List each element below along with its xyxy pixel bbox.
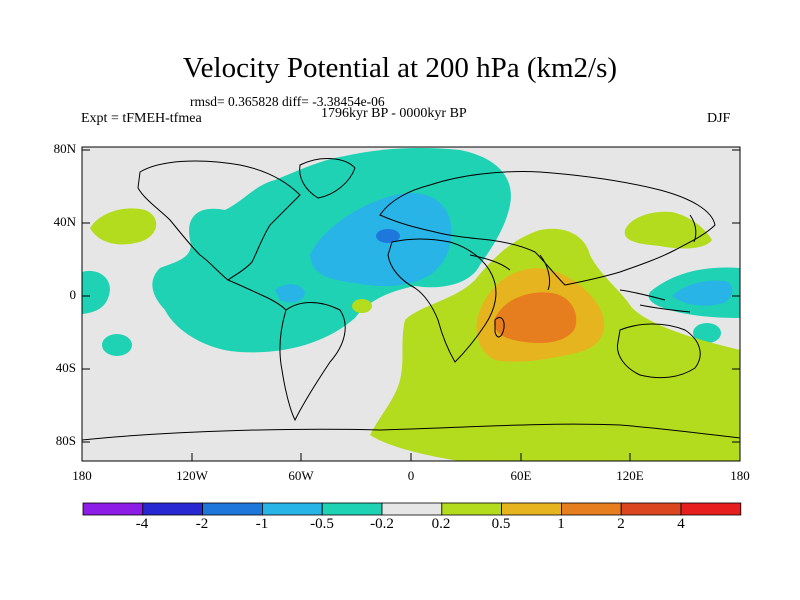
lat-label-40s: 40S: [55, 360, 76, 375]
season-label: DJF: [707, 111, 731, 126]
colorbar: [82, 502, 742, 516]
colorbar-label: -4: [135, 516, 149, 532]
map-title: Velocity Potential at 200 hPa (km2/s): [182, 52, 618, 84]
experiment-label: Expt = tFMEH-tfmea: [81, 111, 202, 126]
lon-label-180w: 180: [72, 468, 92, 483]
colorbar-box: [561, 502, 622, 516]
lon-label-60w: 60W: [288, 468, 314, 483]
map-panel: [82, 147, 740, 461]
colorbar-label: 4: [677, 516, 685, 532]
contour-neg-05-blob1: [102, 334, 132, 356]
colorbar-label: 0.2: [431, 516, 451, 532]
colorbar-box: [321, 502, 383, 516]
lon-label-180e: 180: [730, 468, 750, 483]
contour-neg-1-caribbean: [275, 284, 305, 303]
colorbar-label: -0.5: [310, 516, 334, 532]
contour-pos-02-npac-east: [624, 211, 712, 249]
colorbar-box: [142, 502, 204, 516]
lon-label-60e: 60E: [510, 468, 532, 483]
coastlines: [82, 158, 740, 441]
lon-label-120e: 120E: [616, 468, 644, 483]
colorbar-box: [261, 502, 323, 516]
lat-label-0: 0: [69, 287, 77, 302]
colorbar-label: 1: [557, 516, 565, 532]
contour-pos-02-npac-west: [90, 208, 157, 245]
contour-neg-1-westpac: [672, 280, 733, 306]
colorbar-label: -0.2: [370, 516, 394, 532]
contour-neg-2-core: [376, 229, 400, 243]
statistics-label: rmsd= 0.365828 diff= -3.38454e-06: [190, 94, 385, 109]
colorbar-box: [381, 502, 443, 516]
contour-pos-1-indian: [494, 292, 577, 344]
contour-pos-02-atlantic: [352, 299, 372, 313]
colorbar-label: -1: [255, 516, 269, 532]
colorbar-label: 2: [617, 516, 625, 532]
period-label: 1796kyr BP - 0000kyr BP: [321, 106, 467, 121]
colorbar-box: [441, 502, 502, 516]
lon-label-0: 0: [407, 468, 415, 483]
lon-ticks: [81, 453, 741, 461]
colorbar-box: [202, 502, 263, 516]
lat-label-80n: 80N: [53, 141, 76, 156]
colorbar-box: [620, 502, 682, 516]
lat-label-80s: 80S: [55, 433, 76, 448]
lat-ticks: [82, 149, 740, 443]
colorbar-box: [680, 502, 742, 516]
contour-neg-05-blob2: [693, 323, 721, 343]
colorbar-box: [82, 502, 144, 516]
lat-label-40n: 40N: [53, 214, 76, 229]
colorbar-label: 0.5: [491, 516, 511, 532]
colorbar-box: [501, 502, 562, 516]
colorbar-label: -2: [195, 516, 209, 532]
lon-label-120w: 120W: [176, 468, 208, 483]
contour-neg-05-pacific: [82, 270, 110, 314]
